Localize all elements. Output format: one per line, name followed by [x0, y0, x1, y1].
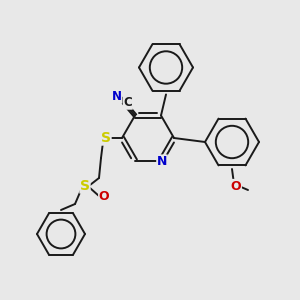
Text: O: O	[99, 190, 109, 203]
Text: N: N	[112, 90, 122, 103]
Text: S: S	[101, 131, 111, 145]
Text: C: C	[124, 96, 132, 109]
Text: S: S	[80, 179, 90, 193]
Text: N: N	[157, 155, 167, 168]
Text: O: O	[231, 179, 241, 193]
